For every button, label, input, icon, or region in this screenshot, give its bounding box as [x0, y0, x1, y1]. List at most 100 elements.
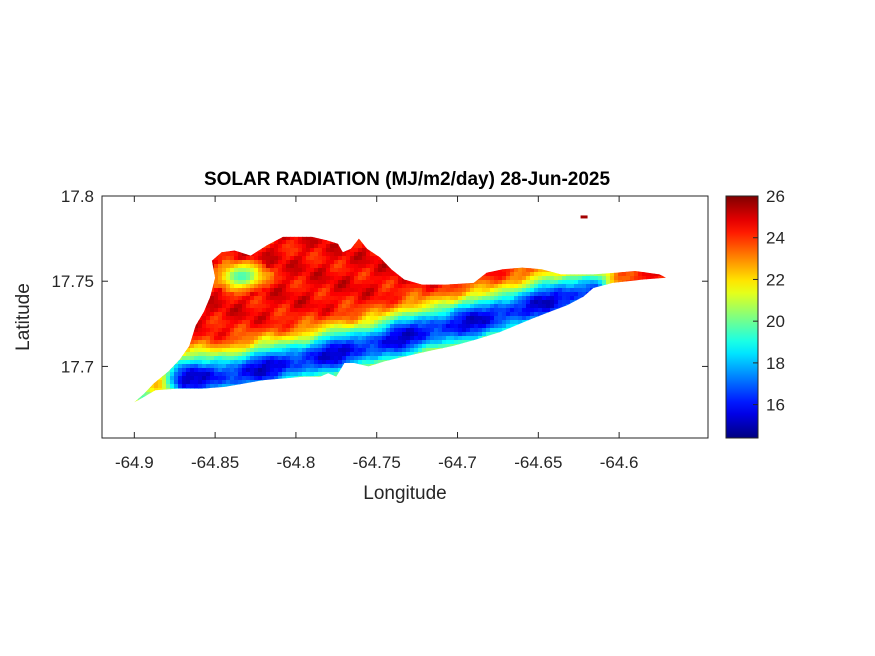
heatmap-cell	[218, 320, 223, 325]
heatmap-cell	[462, 312, 467, 317]
heatmap-cell	[462, 304, 467, 309]
heatmap-cell	[238, 312, 243, 317]
heatmap-cell	[242, 280, 247, 285]
heatmap-cell	[434, 304, 439, 309]
heatmap-cell	[266, 264, 271, 269]
heatmap-cell	[382, 304, 387, 309]
heatmap-cell	[314, 260, 319, 265]
heatmap-cell	[442, 324, 447, 329]
heatmap-cell	[278, 256, 283, 261]
heatmap-cell	[430, 324, 435, 329]
heatmap-cell	[554, 284, 559, 289]
heatmap-cell	[278, 300, 283, 305]
heatmap-cell	[358, 296, 363, 301]
heatmap-cell	[306, 316, 311, 321]
heatmap-cell	[338, 256, 343, 261]
heatmap-cell	[450, 284, 455, 289]
heatmap-cell	[362, 320, 367, 325]
heatmap-cell	[370, 308, 375, 313]
heatmap-cell	[506, 288, 511, 293]
heatmap-cell	[358, 280, 363, 285]
heatmap-cell	[330, 248, 335, 253]
heatmap-cell	[250, 312, 255, 317]
heatmap-cell	[398, 320, 403, 325]
heatmap-cell	[286, 312, 291, 317]
heatmap-cell	[402, 300, 407, 305]
heatmap-cell	[530, 312, 535, 317]
heatmap-cell	[570, 276, 575, 281]
heatmap-cell	[318, 288, 323, 293]
heatmap-cell	[462, 316, 467, 321]
heatmap-cell	[310, 324, 315, 329]
heatmap-cell	[282, 248, 287, 253]
heatmap-cell	[290, 320, 295, 325]
heatmap-cell	[342, 260, 347, 265]
heatmap-cell	[310, 312, 315, 317]
heatmap-cell	[254, 288, 259, 293]
heatmap-cell	[470, 288, 475, 293]
heatmap-cell	[314, 296, 319, 301]
heatmap-cell	[258, 268, 263, 273]
heatmap-cell	[350, 264, 355, 269]
heatmap-cell	[602, 272, 607, 277]
heatmap-cell	[222, 260, 227, 265]
heatmap-cell	[382, 260, 387, 265]
heatmap-cell	[390, 304, 395, 309]
heatmap-cell	[198, 324, 203, 329]
heatmap-cell	[506, 284, 511, 289]
heatmap-cell	[498, 288, 503, 293]
heatmap-cell	[294, 288, 299, 293]
heatmap-cell	[510, 276, 515, 281]
heatmap-cell	[518, 308, 523, 313]
heatmap-cell	[570, 296, 575, 301]
heatmap-cell	[310, 276, 315, 281]
heatmap-cell	[514, 308, 519, 313]
heatmap-cell	[546, 280, 551, 285]
heatmap-cell	[366, 292, 371, 297]
heatmap-cell	[362, 252, 367, 257]
heatmap-cell	[594, 280, 599, 285]
heatmap-cell	[418, 284, 423, 289]
heatmap-cell	[350, 276, 355, 281]
heatmap-cell	[562, 292, 567, 297]
heatmap-cell	[354, 264, 359, 269]
heatmap-cell	[270, 320, 275, 325]
heatmap-cell	[290, 252, 295, 257]
heatmap-cell	[214, 264, 219, 269]
heatmap-cell	[486, 288, 491, 293]
heatmap-cell	[238, 304, 243, 309]
heatmap-cell	[246, 304, 251, 309]
heatmap-cell	[482, 284, 487, 289]
heatmap-cell	[290, 304, 295, 309]
heatmap-cell	[246, 272, 251, 277]
heatmap-cell	[494, 296, 499, 301]
heatmap-cell	[222, 308, 227, 313]
heatmap-cell	[478, 304, 483, 309]
heatmap-cell	[494, 304, 499, 309]
heatmap-cell	[474, 300, 479, 305]
heatmap-cell	[234, 296, 239, 301]
heatmap-cell	[394, 316, 399, 321]
heatmap-cell	[502, 300, 507, 305]
heatmap-cell	[282, 268, 287, 273]
heatmap-cell	[322, 300, 327, 305]
heatmap-cell	[310, 308, 315, 313]
heatmap-cell	[350, 304, 355, 309]
heatmap-cell	[286, 280, 291, 285]
heatmap-cell	[522, 272, 527, 277]
heatmap-cell	[446, 316, 451, 321]
heatmap-cell	[442, 300, 447, 305]
heatmap-cell	[242, 304, 247, 309]
heatmap-cell	[510, 280, 515, 285]
heatmap-cell	[542, 288, 547, 293]
heatmap-cell	[286, 260, 291, 265]
heatmap-cell	[318, 260, 323, 265]
heatmap-cell	[330, 268, 335, 273]
heatmap-cell	[322, 284, 327, 289]
heatmap-cell	[514, 292, 519, 297]
heatmap-cell	[466, 284, 471, 289]
heatmap-cell	[310, 264, 315, 269]
heatmap-cell	[330, 252, 335, 257]
heatmap-cell	[594, 284, 599, 289]
heatmap-cell	[354, 288, 359, 293]
